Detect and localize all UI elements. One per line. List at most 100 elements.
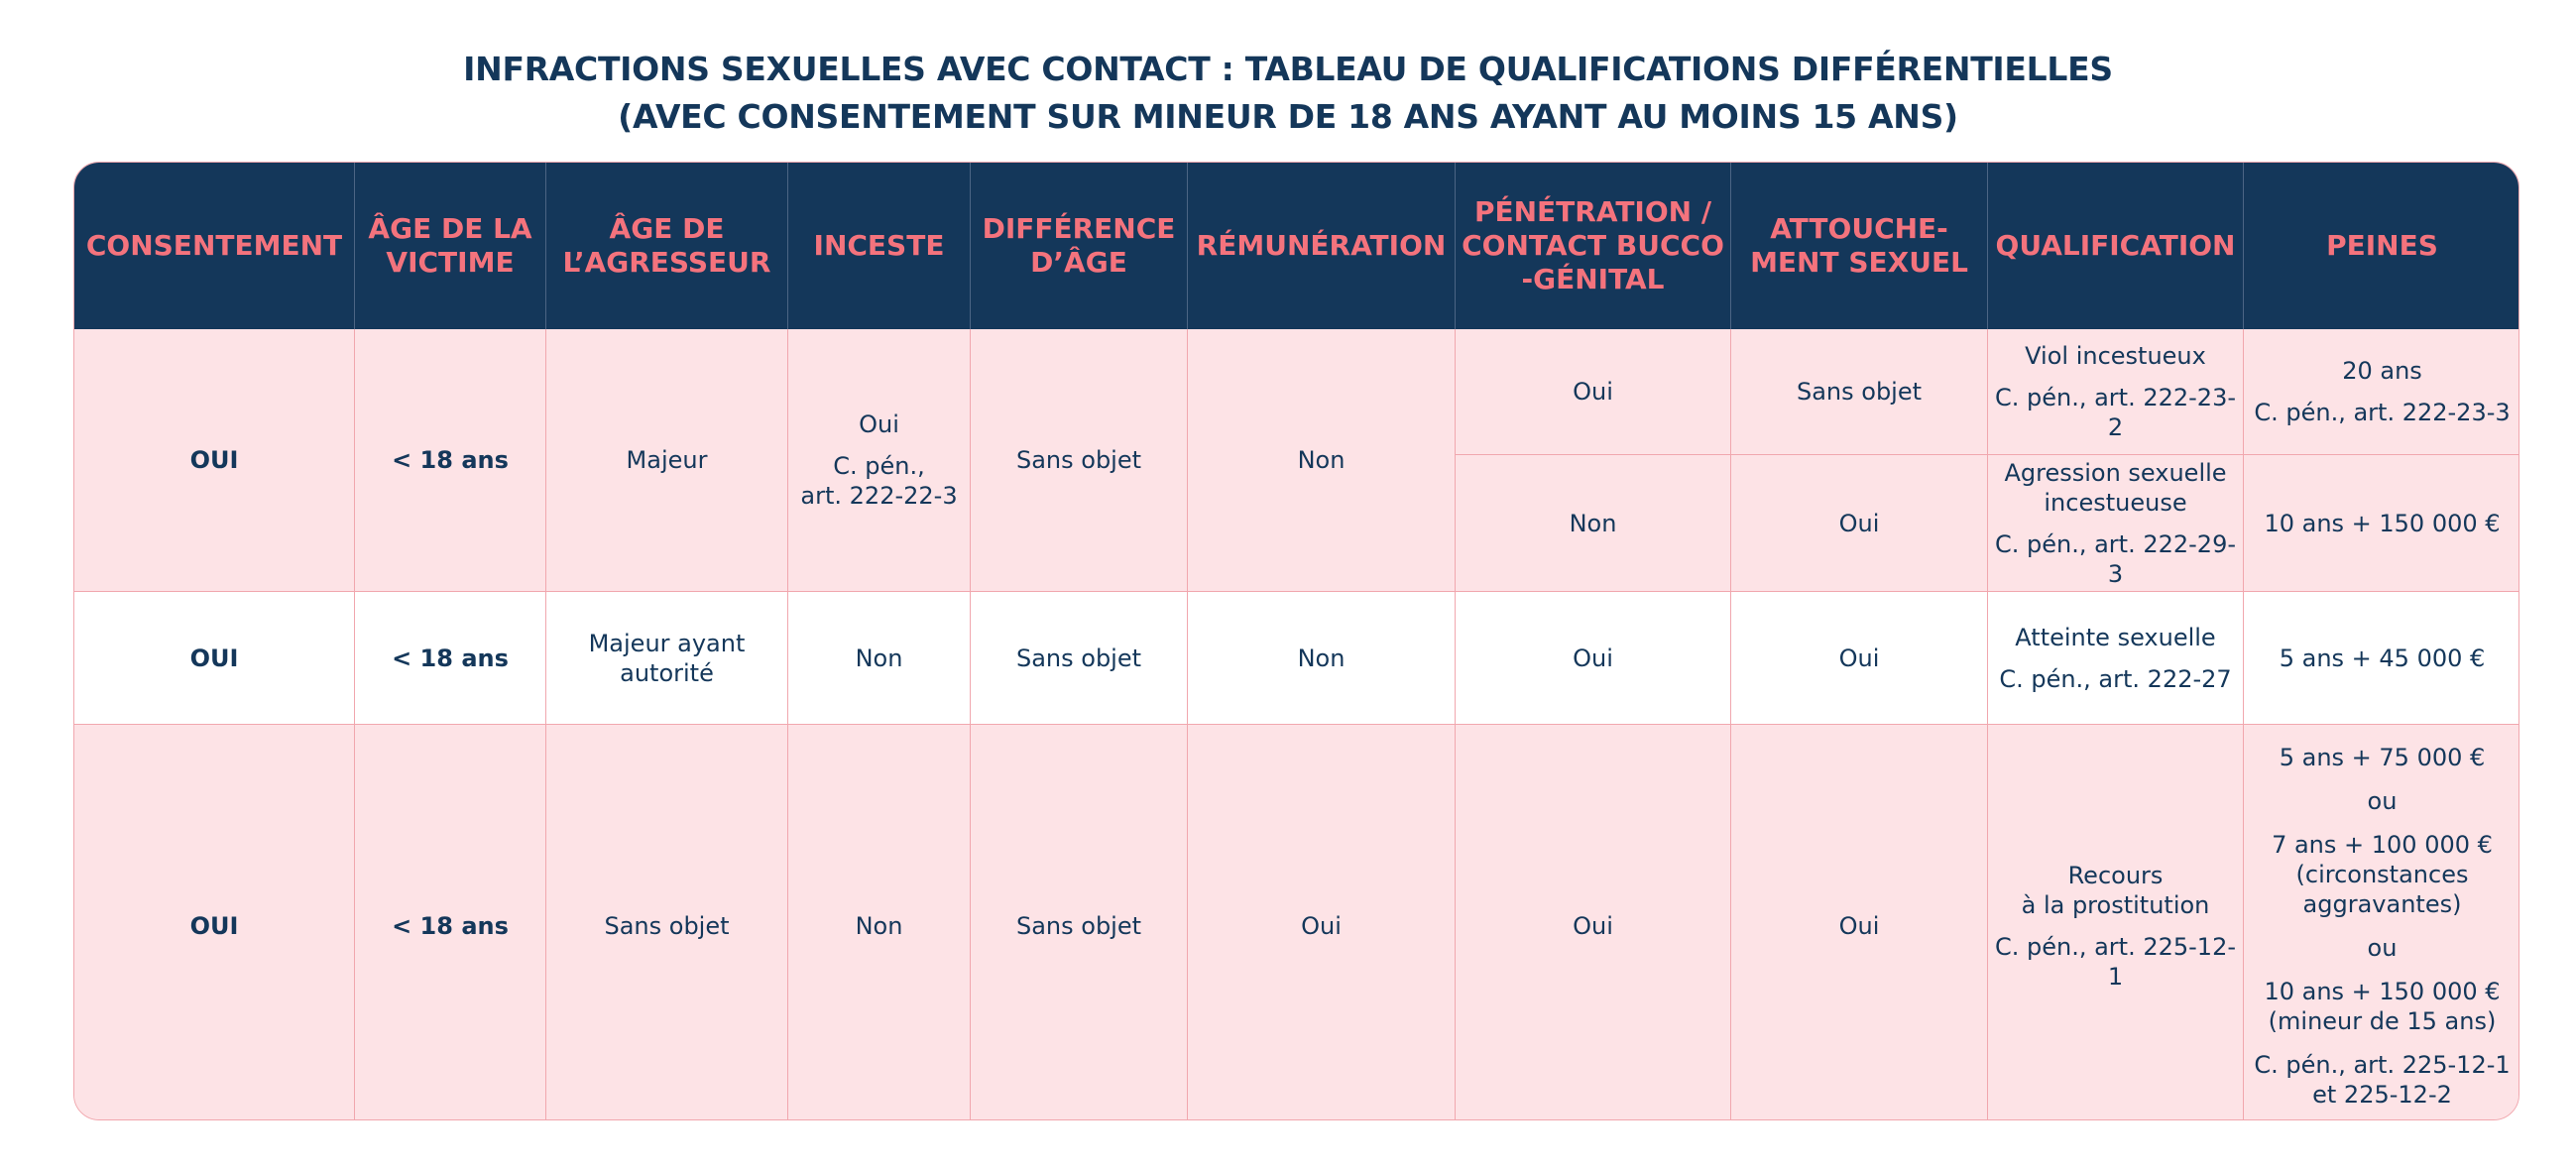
cell-text: autorité: [620, 658, 714, 687]
table-row-1b-qualification: Agression sexuelle incestueuse C. pén., …: [1988, 455, 2244, 592]
cell-text: (mineur de 15 ans): [2268, 1006, 2497, 1035]
header-penetration: PÉNÉTRATION / CONTACT BUCCO -GÉNITAL: [1456, 163, 1731, 329]
legal-reference: C. pén., art. 222-29-3: [1994, 529, 2237, 588]
table-row-1-inceste: Oui C. pén., art. 222-22-3: [788, 329, 971, 592]
cell-text: Atteinte sexuelle: [2015, 623, 2216, 651]
qualifications-table: CONSENTEMENT ÂGE DE LA VICTIME ÂGE DE L’…: [73, 162, 2519, 1120]
legal-reference: et 225-12-2: [2312, 1080, 2452, 1109]
cell-text: Oui: [1838, 911, 1880, 940]
table-row-2-difference-age: Sans objet: [971, 592, 1188, 725]
cell-text: Oui: [1301, 911, 1342, 940]
header-consentement: CONSENTEMENT: [74, 163, 355, 329]
cell-text: aggravantes): [2302, 889, 2462, 918]
table-row-1-age-victime: < 18 ans: [355, 329, 546, 592]
title-line-1: INFRACTIONS SEXUELLES AVEC CONTACT : TAB…: [463, 50, 2113, 88]
cell-text: OUI: [189, 644, 239, 672]
table-row-3-difference-age: Sans objet: [971, 725, 1188, 1119]
header-qualification: QUALIFICATION: [1988, 163, 2244, 329]
cell-text: 10 ans + 150 000 €: [2264, 509, 2501, 537]
table-row-1a-peine: 20 ans C. pén., art. 222-23-3: [2244, 329, 2518, 455]
cell-text: 20 ans: [2342, 357, 2422, 385]
cell-text: 5 ans + 45 000 €: [2279, 644, 2486, 672]
cell-text: 10 ans + 150 000 €: [2264, 977, 2501, 1005]
table-row-2-peine: 5 ans + 45 000 €: [2244, 592, 2518, 725]
cell-text: Non: [1297, 446, 1346, 474]
legal-reference: C. pén., art. 222-23-3: [2254, 399, 2511, 426]
table-row-1b-penetration: Non: [1456, 455, 1731, 592]
cell-text: Oui: [859, 410, 899, 438]
cell-text: OUI: [189, 911, 239, 940]
cell-text: Majeur: [626, 446, 708, 474]
table-row-3-age-agresseur: Sans objet: [546, 725, 788, 1119]
cell-text: Sans objet: [1015, 644, 1142, 672]
table-row-2-consentement: OUI: [74, 592, 355, 725]
legal-reference: C. pén., art. 222-27: [1999, 664, 2232, 693]
cell-text: Oui: [1838, 644, 1880, 672]
cell-text: Oui: [1838, 509, 1880, 537]
table-row-1b-peine: 10 ans + 150 000 €: [2244, 455, 2518, 592]
table-row-3-remuneration: Oui: [1188, 725, 1456, 1119]
cell-text: 7 ans + 100 000 €: [2272, 830, 2493, 859]
header-peines: PEINES: [2244, 163, 2518, 329]
table-row-1-age-agresseur: Majeur: [546, 329, 788, 592]
table-row-3-penetration: Oui: [1456, 725, 1731, 1119]
table-row-1-remuneration: Non: [1188, 329, 1456, 592]
cell-text: Non: [855, 644, 903, 672]
table-row-1a-attouchement: Sans objet: [1731, 329, 1988, 455]
cell-text: 5 ans + 75 000 €: [2279, 743, 2486, 771]
table-row-3-age-victime: < 18 ans: [355, 725, 546, 1119]
cell-text: Non: [1297, 644, 1346, 672]
page-title: INFRACTIONS SEXUELLES AVEC CONTACT : TAB…: [0, 46, 2576, 141]
cell-text: Sans objet: [1015, 911, 1142, 940]
cell-text: Sans objet: [1015, 446, 1142, 474]
table-row-2-inceste: Non: [788, 592, 971, 725]
cell-text: ou: [2367, 786, 2398, 815]
cell-text: Non: [1569, 509, 1617, 537]
header-attouchement: ATTOUCHE- MENT SEXUEL: [1731, 163, 1988, 329]
cell-text: (circonstances: [2295, 860, 2469, 888]
legal-reference: C. pén.,: [833, 452, 925, 480]
header-difference-age: DIFFÉRENCE D’ÂGE: [971, 163, 1188, 329]
table-row-1-difference-age: Sans objet: [971, 329, 1188, 592]
table-row-3-inceste: Non: [788, 725, 971, 1119]
legal-reference: C. pén., art. 225-12-1: [2254, 1050, 2511, 1079]
header-inceste: INCESTE: [788, 163, 971, 329]
table-row-1a-qualification: Viol incestueux C. pén., art. 222-23-2: [1988, 329, 2244, 455]
cell-text: Oui: [1573, 644, 1613, 672]
cell-text: Agression sexuelle: [2004, 458, 2227, 487]
cell-text: à la prostitution: [2021, 890, 2210, 919]
table-row-2-remuneration: Non: [1188, 592, 1456, 725]
table-row-3-qualification: Recours à la prostitution C. pén., art. …: [1988, 725, 2244, 1119]
table-row-3-consentement: OUI: [74, 725, 355, 1119]
cell-text: < 18 ans: [392, 446, 509, 474]
table-row-2-attouchement: Oui: [1731, 592, 1988, 725]
cell-text: < 18 ans: [392, 644, 509, 672]
legal-reference: C. pén., art. 225-12-1: [1994, 932, 2237, 991]
cell-text: Majeur ayant: [588, 629, 746, 657]
table-row-3-attouchement: Oui: [1731, 725, 1988, 1119]
cell-text: Oui: [1573, 378, 1613, 406]
table-row-2-age-agresseur: Majeur ayant autorité: [546, 592, 788, 725]
legal-reference: art. 222-22-3: [800, 482, 958, 510]
table-row-1b-attouchement: Oui: [1731, 455, 1988, 592]
cell-text: Sans objet: [1796, 378, 1923, 406]
table-row-3-peine: 5 ans + 75 000 € ou 7 ans + 100 000 € (c…: [2244, 725, 2518, 1119]
legal-reference: C. pén., art. 222-23-2: [1994, 384, 2237, 441]
cell-text: ou: [2367, 933, 2398, 962]
header-age-victime: ÂGE DE LA VICTIME: [355, 163, 546, 329]
table-row-2-age-victime: < 18 ans: [355, 592, 546, 725]
table-row-1a-penetration: Oui: [1456, 329, 1731, 455]
table-row-2-penetration: Oui: [1456, 592, 1731, 725]
cell-text: Recours: [2067, 861, 2164, 889]
title-line-2: (AVEC CONSENTEMENT SUR MINEUR DE 18 ANS …: [618, 97, 1958, 136]
header-age-agresseur: ÂGE DE L’AGRESSEUR: [546, 163, 788, 329]
cell-text: incestueuse: [2044, 488, 2187, 517]
cell-text: < 18 ans: [392, 911, 509, 940]
table-row-2-qualification: Atteinte sexuelle C. pén., art. 222-27: [1988, 592, 2244, 725]
header-remuneration: RÉMUNÉRATION: [1188, 163, 1456, 329]
cell-text: Viol incestueux: [2025, 342, 2206, 370]
cell-text: Oui: [1573, 911, 1613, 940]
cell-text: OUI: [189, 446, 239, 474]
table-row-1-consentement: OUI: [74, 329, 355, 592]
cell-text: Sans objet: [604, 911, 730, 940]
